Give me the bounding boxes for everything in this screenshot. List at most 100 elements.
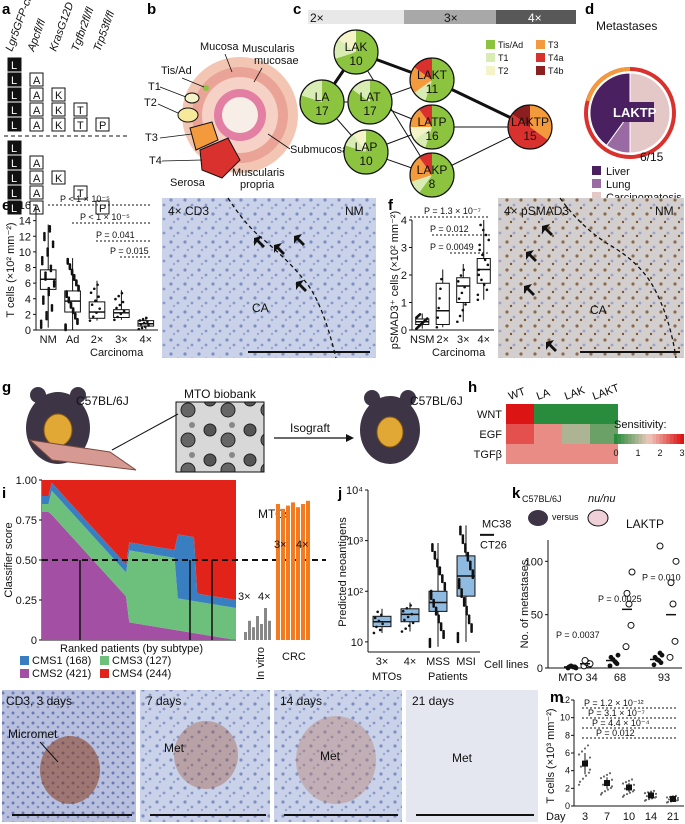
heatmap-legend-tick: 3 [679, 448, 684, 458]
f-group-label: Carcinoma [432, 347, 486, 359]
heatmap-cell [506, 424, 534, 444]
k-title: LAKTP [626, 517, 664, 531]
node-slice [334, 39, 356, 59]
x-tick-label: MSI [456, 656, 476, 668]
donut-count: 6/15 [640, 150, 664, 164]
heatmap-legend-step [677, 434, 681, 444]
panel-label-h: h [468, 379, 477, 396]
m-point [622, 794, 626, 797]
k-point-outlier [656, 542, 664, 550]
genotype-letter: T [77, 120, 84, 132]
m-point [588, 756, 592, 759]
m-point [623, 787, 627, 790]
tumor-stage-network: 2× 3× 4× LAK10LA17LAT17LAP10LAKT11LATP16… [299, 10, 576, 198]
y-tick-label: 4 [401, 215, 407, 227]
node-slice [335, 30, 379, 74]
k-mouse-left: C57BL/6J [522, 494, 562, 504]
heatmap-legend-step [624, 434, 629, 444]
t4-tumor [199, 137, 241, 179]
data-point [147, 324, 150, 327]
data-point [477, 268, 481, 272]
data-point [437, 306, 440, 310]
l-tag-met-7: Met [164, 741, 185, 755]
data-point [459, 274, 463, 277]
colon-tissue-sheet [28, 439, 137, 471]
heatmap-legend-step [614, 434, 618, 444]
m-point [644, 798, 648, 802]
m-point [624, 781, 628, 784]
node-name: LAT [359, 90, 381, 104]
panel-label-i: i [2, 485, 6, 502]
heatmap-cell [590, 444, 618, 464]
data-point [434, 606, 438, 610]
genotype-cell [73, 102, 88, 117]
data-point [465, 605, 468, 609]
node-slice [414, 58, 432, 80]
m-point [583, 747, 587, 750]
box-4 [137, 316, 155, 331]
data-point [443, 581, 447, 585]
m-y-tick-label: 10 [560, 713, 570, 723]
donut-center-label: LAKTP [613, 105, 657, 120]
k-x-tick-label: MTO 34 [558, 672, 598, 684]
i-mto-bar-invitro [244, 632, 247, 640]
data-point [377, 619, 381, 623]
heatmap-row-0: WNT [477, 409, 502, 421]
y-tick-label: 10⁴ [346, 485, 363, 497]
met-legend-label-1: Lung [606, 179, 630, 191]
box-body [456, 277, 471, 303]
m-x-tick-label: 7 [604, 811, 610, 823]
i-legend-label-2: CMS3 (127) [112, 655, 171, 667]
genotype-letter: A [33, 120, 41, 132]
node-slice [301, 80, 322, 102]
genotype-cell [7, 185, 22, 200]
node-slice [352, 80, 370, 102]
m-xlabel: Day [546, 811, 566, 823]
y-tick-label: 8 [25, 263, 31, 275]
data-point [484, 233, 488, 237]
genotype-letter: A [33, 75, 41, 87]
psmad3-micrograph [498, 198, 684, 358]
colon-wall-diagram [177, 57, 298, 179]
data-point [74, 312, 77, 316]
k-point-nude [666, 653, 674, 661]
data-point [456, 280, 460, 283]
heatmap-column-0: WT [507, 386, 527, 403]
cd3-micrograph [162, 198, 376, 358]
k-point-c57 [613, 660, 619, 666]
panel-label-d: d [585, 1, 594, 18]
heatmap-column-3: LAKT [591, 382, 621, 403]
data-point [96, 283, 99, 287]
m-point [599, 793, 603, 796]
data-point [95, 311, 98, 314]
genotype-letter: L [11, 90, 17, 102]
i-mto-tag-1: 4× [258, 591, 271, 603]
data-point [67, 296, 71, 299]
genotype-cell [7, 57, 22, 72]
node-name: LAKT [417, 68, 448, 82]
heatmap-legend-step [617, 434, 622, 444]
y-tick-label: 10³ [347, 536, 363, 548]
m-point [584, 774, 588, 777]
data-point [481, 228, 485, 232]
genotype-cell [7, 102, 22, 117]
y-tick-label: 10 [351, 637, 363, 649]
data-point [115, 306, 118, 310]
data-point [64, 323, 67, 326]
data-point [400, 630, 404, 633]
node-slice [425, 58, 455, 102]
box-2 [88, 280, 106, 322]
label-muscularis-mucosae-2: mucosae [254, 55, 299, 67]
j-ylabel: Predicted neoantigens [337, 517, 349, 627]
data-point [39, 319, 43, 323]
micromet-stain [40, 736, 100, 804]
panel-label-g: g [2, 379, 11, 396]
data-point [458, 314, 462, 318]
data-point [439, 622, 443, 625]
k-y-tick-label: 100 [525, 556, 543, 568]
data-point [72, 273, 76, 277]
data-point [114, 297, 117, 301]
data-point [118, 303, 122, 307]
